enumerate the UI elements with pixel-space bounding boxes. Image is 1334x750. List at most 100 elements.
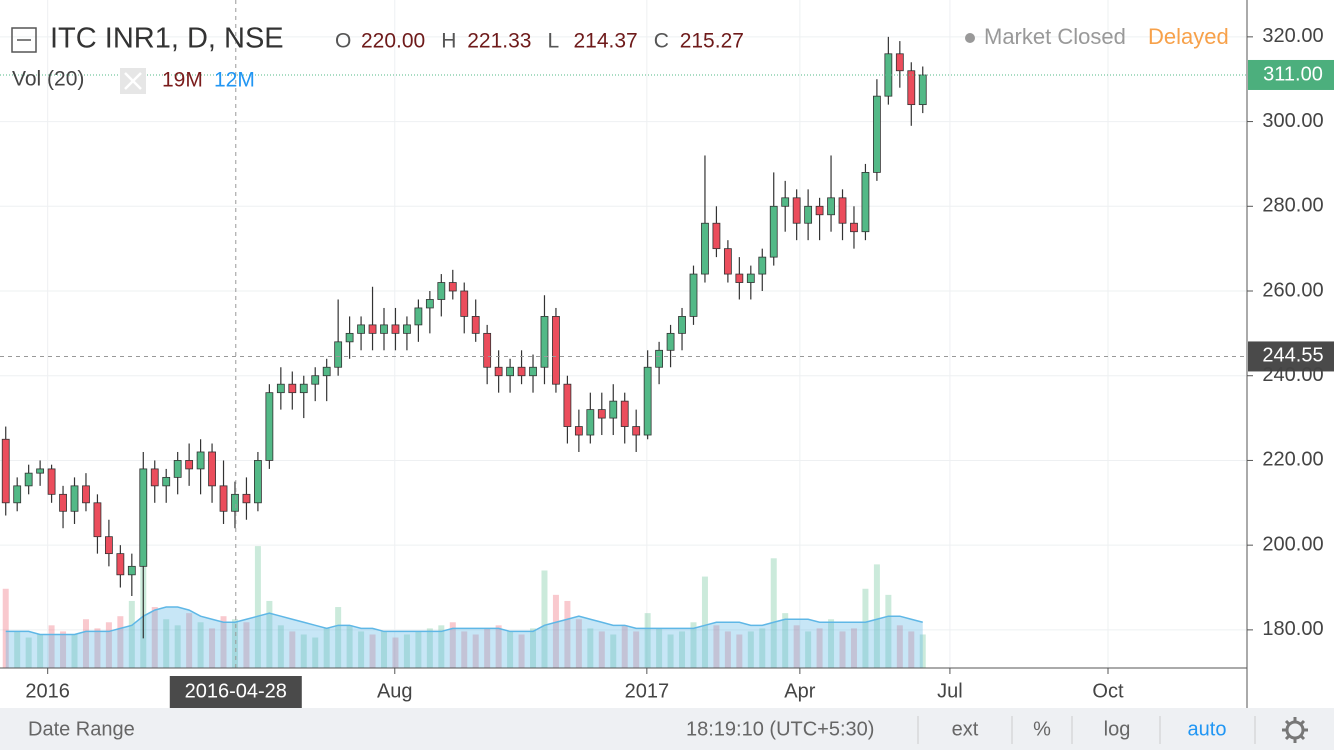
volume-bar: [186, 613, 193, 668]
candle-body: [666, 332, 675, 351]
x-tick-label: Apr: [784, 680, 815, 702]
candle-body: [47, 468, 56, 495]
candle-body: [24, 472, 33, 487]
volume-bar: [850, 628, 857, 668]
candle-body: [150, 468, 159, 487]
x-tick-label: 2017: [625, 680, 670, 702]
volume-bar: [163, 619, 170, 668]
percent-button[interactable]: %: [1033, 718, 1051, 740]
volume-bar: [495, 625, 502, 668]
y-tick-label: 240.00: [1262, 364, 1323, 386]
last-price-tag: [1248, 59, 1334, 90]
volume-bar: [644, 613, 651, 668]
candle-body: [208, 451, 216, 487]
candle-body: [597, 409, 606, 419]
candle-body: [838, 197, 847, 224]
candle-body: [563, 383, 572, 427]
candle-body: [380, 324, 388, 334]
candle-body: [895, 53, 904, 72]
volume-bar: [209, 628, 216, 668]
volume-bar: [381, 631, 388, 668]
volume-bar: [231, 619, 238, 668]
candle-body: [425, 299, 434, 309]
symbol-title: ITC INR1, D, NSE: [50, 23, 284, 55]
candle-body: [850, 222, 858, 233]
candle-body: [792, 197, 801, 224]
volume-bar: [885, 594, 892, 668]
volume-ma-value: 12M: [214, 69, 255, 92]
candle-body: [815, 205, 824, 216]
volume-bar: [128, 600, 135, 668]
market-status: Market Closed: [984, 24, 1126, 49]
candle-body: [70, 485, 79, 512]
candle-body: [746, 273, 755, 283]
candle-body: [288, 383, 297, 394]
volume-bar: [426, 628, 433, 668]
candle-body: [219, 485, 228, 512]
volume-bar: [667, 634, 674, 668]
candle-body: [861, 172, 870, 233]
candle-body: [82, 485, 90, 504]
candle-body: [448, 282, 457, 292]
log-button[interactable]: log: [1104, 718, 1131, 740]
ohlc-value: 221.33: [467, 30, 531, 53]
settings-button[interactable]: [1282, 717, 1308, 743]
ohlc-label: O: [335, 30, 351, 53]
collapse-button[interactable]: [11, 27, 37, 53]
date-range-button[interactable]: Date Range: [28, 718, 135, 740]
candle-body: [735, 273, 744, 283]
candle-body: [36, 468, 45, 474]
overlay: 311.00 244.55 2016-04-28: [0, 0, 1334, 708]
candles: [1, 36, 927, 639]
volume-bar: [587, 628, 594, 668]
volume-bar: [25, 637, 32, 668]
ext-button[interactable]: ext: [952, 718, 979, 740]
y-tick-label: 220.00: [1262, 449, 1323, 471]
candle-body: [173, 460, 182, 478]
grid: [0, 0, 1246, 668]
volume-bar: [14, 631, 21, 668]
feed-status: Delayed: [1148, 24, 1229, 49]
x-tick-label: 2016: [25, 680, 70, 702]
volume-bar: [323, 628, 330, 668]
volume-bar: [243, 622, 250, 668]
volume-bar: [575, 619, 582, 668]
volume-bar: [48, 625, 55, 668]
candle-body: [185, 460, 194, 470]
volume-bar: [839, 631, 846, 668]
candle-body: [322, 366, 331, 377]
candle-body: [254, 460, 262, 504]
volume-bar: [816, 628, 823, 668]
candle-body: [414, 307, 423, 326]
candle-body: [1, 438, 10, 504]
candle-body: [655, 349, 664, 368]
candle-body: [483, 332, 492, 368]
volume-bar: [862, 588, 869, 668]
volume-bar: [289, 631, 296, 668]
volume-bar: [369, 634, 376, 668]
auto-button[interactable]: auto: [1188, 718, 1227, 740]
volume-bar: [71, 634, 78, 668]
volume-bar: [736, 634, 743, 668]
candle-body: [231, 493, 239, 512]
volume-bar: [105, 622, 112, 668]
x-tick-label: Aug: [377, 680, 413, 702]
volume-bar: [908, 631, 915, 668]
candle-body: [540, 316, 549, 368]
candle-body: [678, 316, 686, 334]
volume-bar: [461, 631, 468, 668]
candle-body: [494, 366, 503, 377]
axes: 180.00 200.00 220.00 240.00 260.00 280.00 300.…: [25, 25, 1323, 702]
volume-bar: [530, 628, 537, 668]
candle-body: [276, 383, 285, 394]
candle-body: [299, 383, 308, 394]
crosshair-x-label: 2016-04-28: [185, 680, 287, 702]
ohlc-value: 220.00: [361, 30, 425, 53]
volume-bar: [174, 625, 181, 668]
candle-body: [127, 565, 136, 576]
candle-body: [13, 485, 22, 504]
candle-body: [265, 392, 274, 461]
candle-body: [391, 324, 400, 334]
crosshair-y-label: 244.55: [1262, 345, 1323, 367]
volume-bar: [346, 625, 353, 668]
